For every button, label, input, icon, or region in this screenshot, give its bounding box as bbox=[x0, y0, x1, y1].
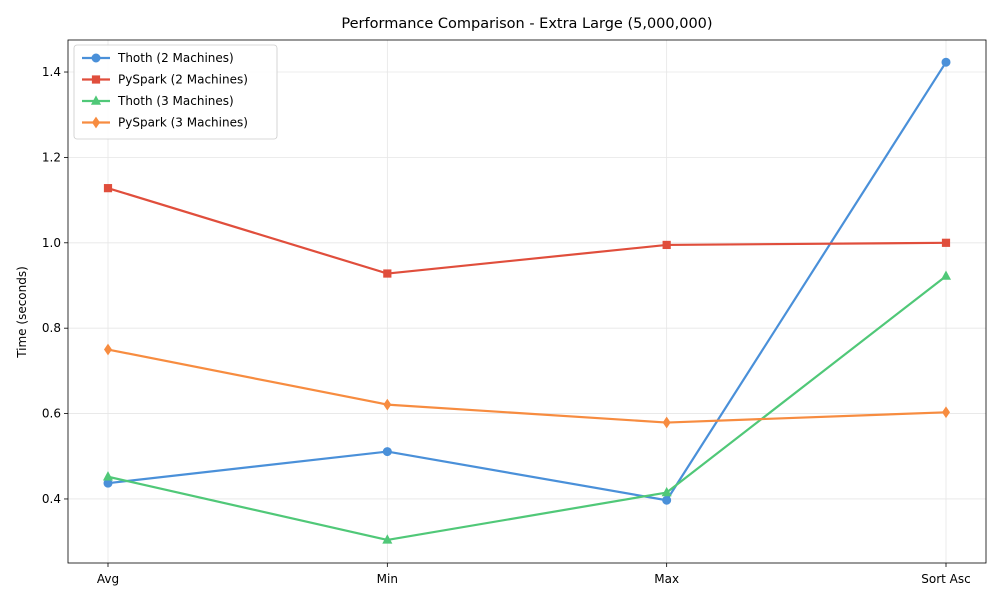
data-point bbox=[382, 447, 392, 457]
series-3 bbox=[102, 270, 952, 544]
y-axis-label: Time (seconds) bbox=[15, 266, 29, 359]
legend-label: Thoth (3 Machines) bbox=[117, 94, 234, 108]
data-point bbox=[941, 238, 951, 247]
y-tick-label: 0.8 bbox=[42, 321, 61, 335]
data-point bbox=[382, 534, 393, 544]
plot-area-frame bbox=[67, 39, 987, 564]
legend-marker bbox=[91, 53, 101, 63]
legend-marker bbox=[91, 75, 101, 84]
data-point bbox=[661, 486, 672, 497]
series-2 bbox=[103, 184, 951, 278]
y-tick-label: 1.2 bbox=[42, 150, 61, 164]
x-tick-label: Min bbox=[377, 572, 398, 586]
data-point bbox=[662, 495, 672, 505]
legend-item: PySpark (3 Machines) bbox=[82, 116, 248, 130]
data-point bbox=[383, 398, 392, 411]
legend-label: PySpark (3 Machines) bbox=[118, 116, 248, 130]
data-point bbox=[662, 240, 671, 250]
data-point bbox=[102, 471, 114, 481]
legend-label: PySpark (2 Machines) bbox=[118, 73, 248, 87]
chart-title: Performance Comparison - Extra Large (5,… bbox=[341, 16, 712, 32]
data-point bbox=[941, 406, 951, 419]
legend-item: PySpark (2 Machines) bbox=[82, 73, 248, 87]
data-point bbox=[662, 416, 671, 429]
data-point bbox=[383, 269, 392, 278]
x-tick-label: Sort Asc bbox=[921, 572, 970, 586]
x-tick-label: Avg bbox=[97, 572, 119, 586]
y-tick-label: 0.6 bbox=[42, 407, 61, 421]
legend: Thoth (2 Machines) PySpark (2 Machines) Th… bbox=[73, 44, 278, 140]
data-point bbox=[103, 343, 113, 356]
legend-label: Thoth (2 Machines) bbox=[117, 51, 234, 65]
legend-box bbox=[73, 44, 278, 140]
legend-marker bbox=[90, 95, 102, 105]
series-layer bbox=[102, 57, 952, 544]
series-line bbox=[107, 275, 947, 542]
y-tick-label: 1.4 bbox=[42, 65, 61, 79]
y-tick-label: 0.4 bbox=[42, 492, 61, 506]
y-tick-label: 1.0 bbox=[42, 236, 61, 250]
series-4 bbox=[103, 343, 951, 429]
legend-marker bbox=[91, 116, 101, 129]
series-line bbox=[107, 187, 947, 275]
series-line bbox=[107, 348, 947, 424]
data-point bbox=[103, 184, 113, 193]
data-point bbox=[941, 57, 951, 67]
legend-item: Thoth (2 Machines) bbox=[82, 51, 234, 65]
axis-ticks: 0.4 0.6 0.8 1.0 1.2 1.4 Avg Min Max Sort Asc bbox=[42, 65, 971, 586]
x-tick-label: Max bbox=[654, 572, 679, 586]
series-line bbox=[107, 61, 947, 502]
data-point bbox=[940, 270, 952, 280]
legend-item: Thoth (3 Machines) bbox=[82, 94, 234, 108]
